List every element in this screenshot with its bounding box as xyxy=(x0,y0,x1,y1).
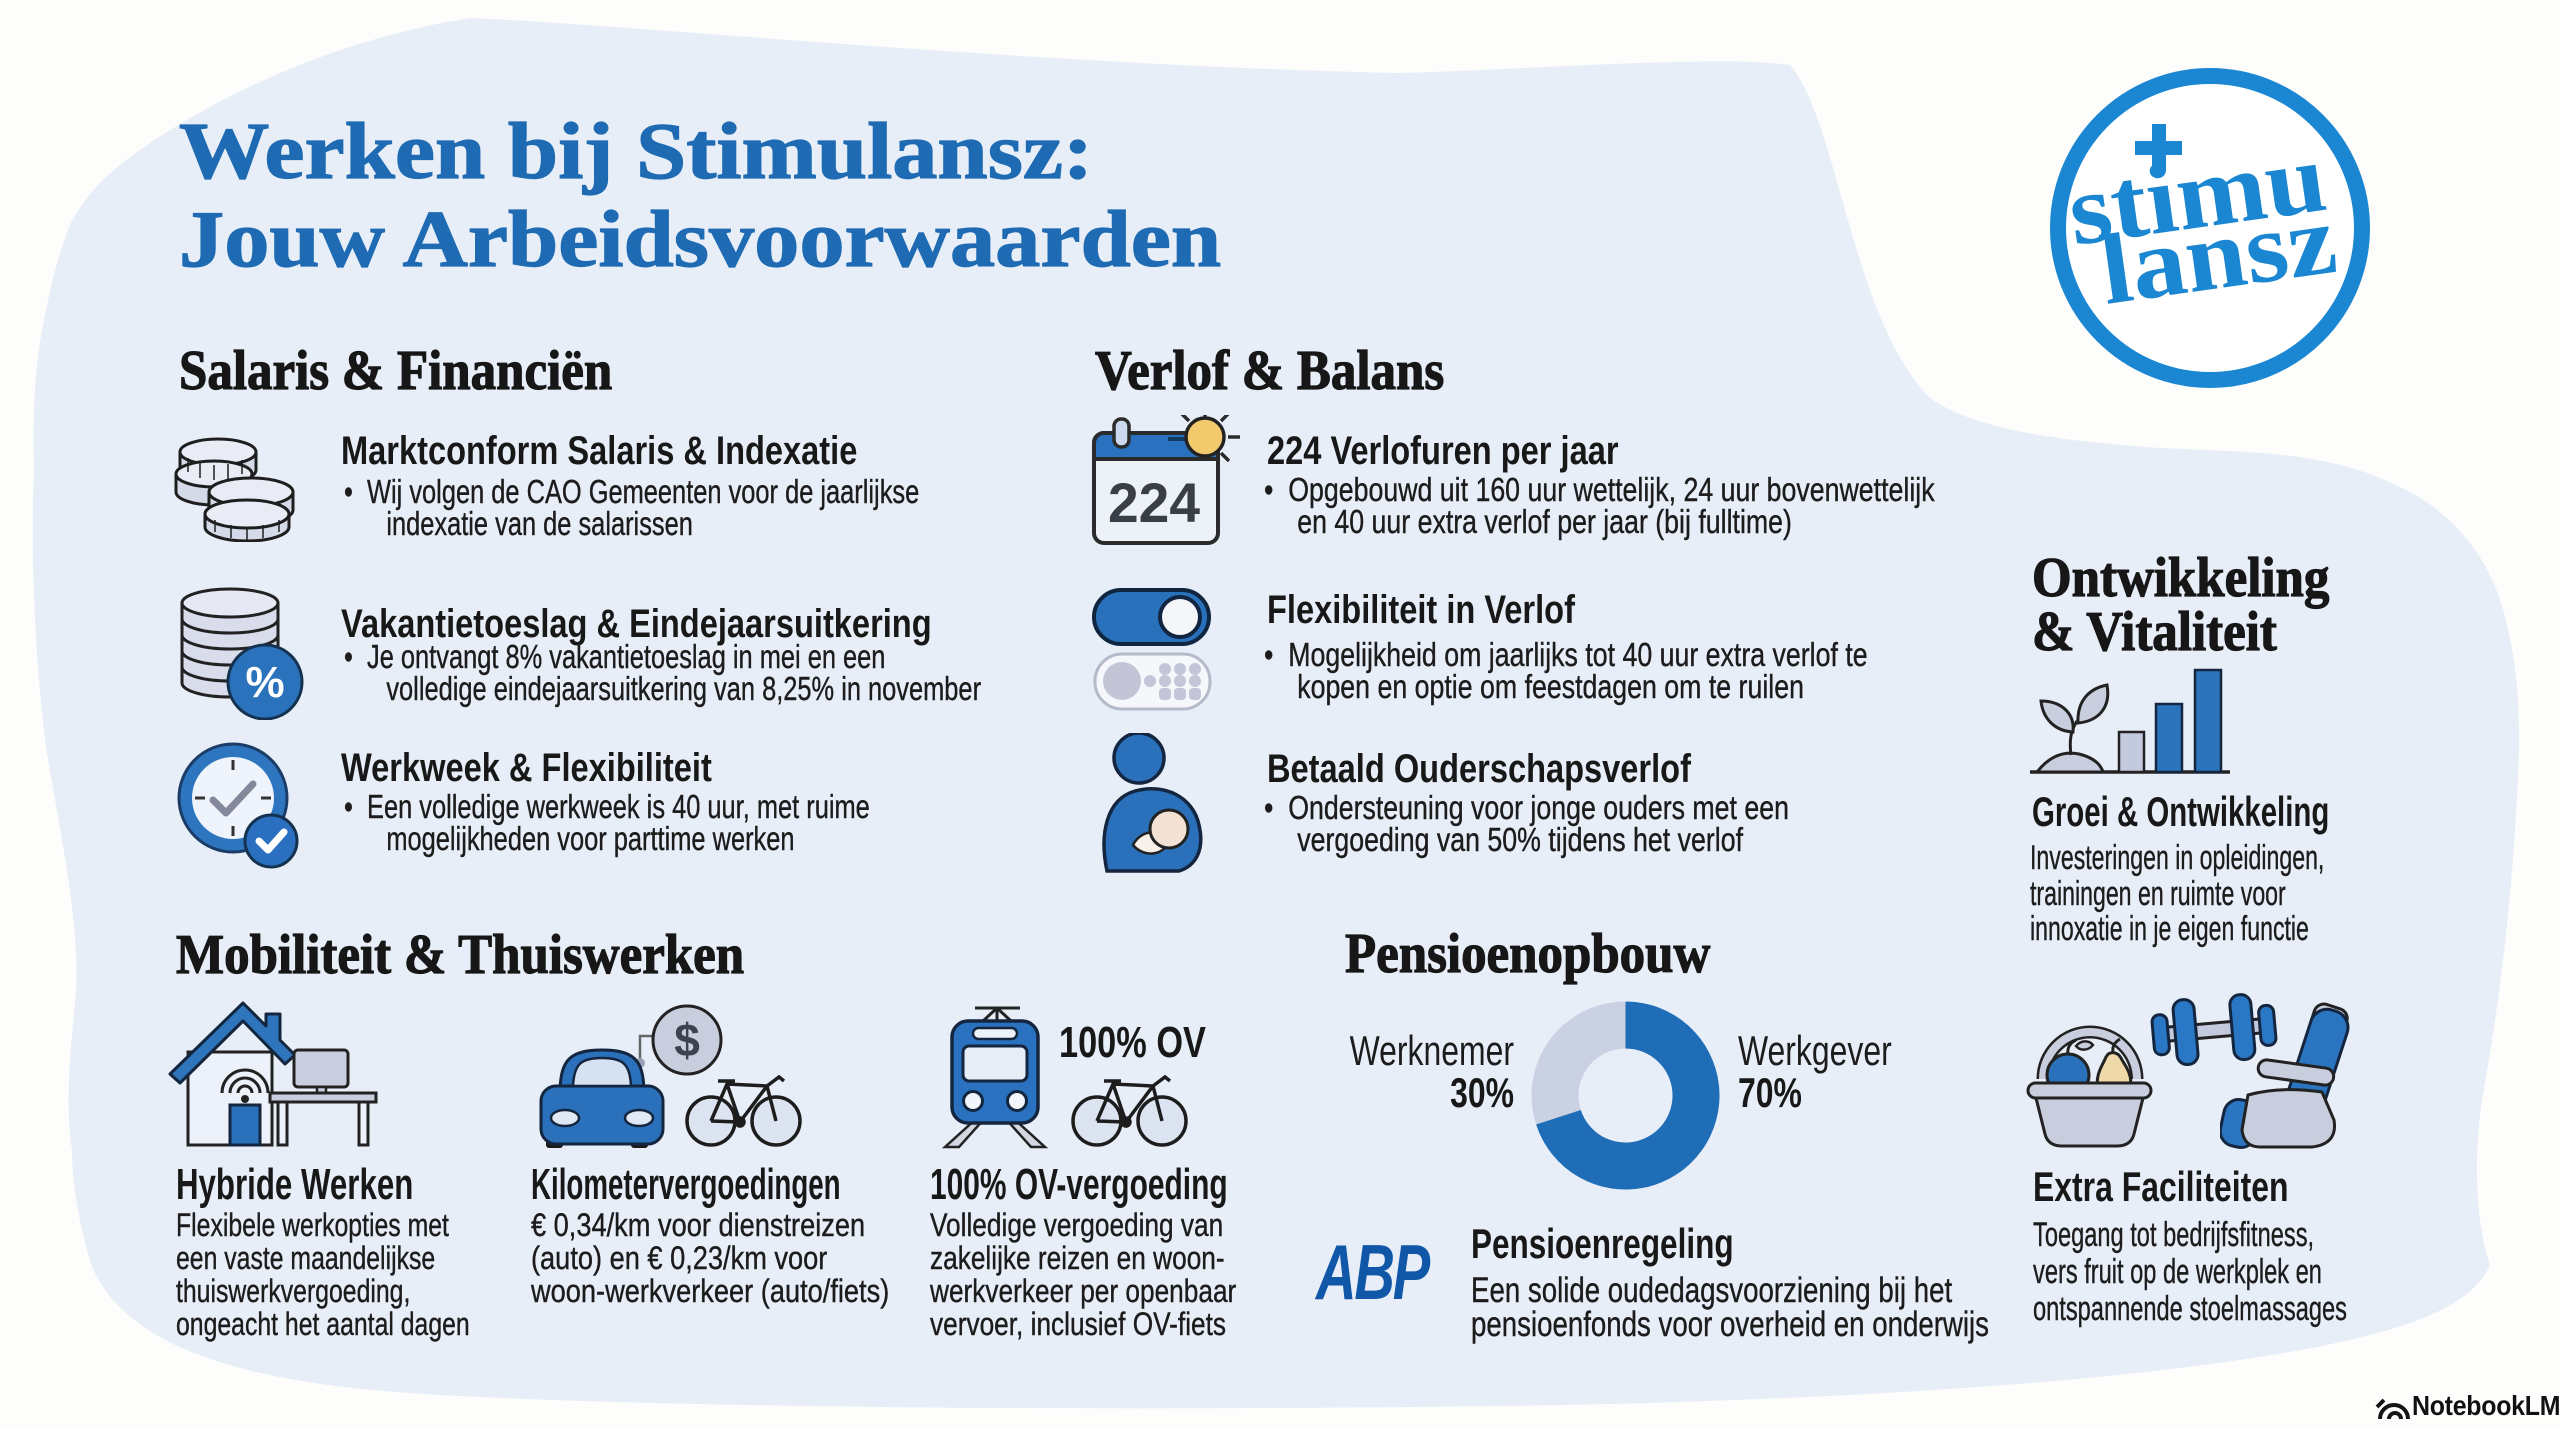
svg-text:%: % xyxy=(245,658,284,707)
svg-text:224: 224 xyxy=(1108,471,1200,534)
svg-text:$: $ xyxy=(674,1014,700,1066)
